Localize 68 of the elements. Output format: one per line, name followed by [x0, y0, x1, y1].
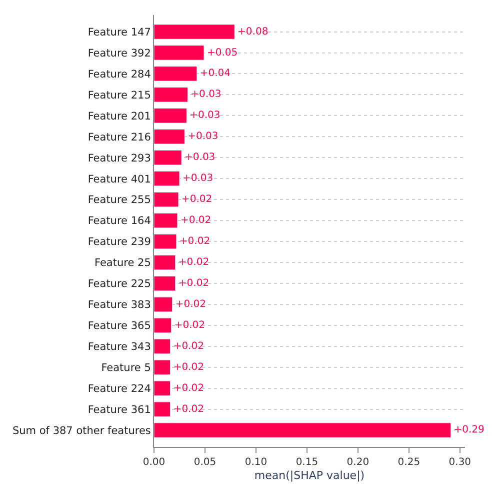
y-tick-label: Feature 293: [88, 152, 151, 164]
data-label: +0.02: [173, 362, 204, 373]
bar: [154, 360, 171, 375]
data-label: +0.02: [178, 278, 210, 289]
x-axis-title: mean(|SHAP value|): [254, 469, 365, 482]
x-tick-label: 0.25: [398, 457, 420, 468]
data-label: +0.02: [179, 236, 210, 247]
data-label: +0.05: [206, 47, 238, 58]
x-tick-label: 0.15: [296, 457, 318, 468]
y-tick-label: Feature 239: [88, 236, 151, 248]
y-tick-label: Feature 343: [88, 341, 151, 354]
bar: [154, 254, 176, 270]
bar: [154, 276, 176, 292]
data-label: +0.03: [182, 173, 214, 184]
bar: [154, 129, 185, 144]
y-tick-label: Feature 383: [88, 299, 151, 312]
bar: [154, 192, 179, 208]
x-tick-label: 0.30: [448, 457, 472, 468]
bar: [154, 402, 171, 417]
bar: [154, 170, 180, 186]
data-label: +0.08: [238, 26, 268, 38]
bar: [154, 45, 204, 60]
y-tick-label: Feature 401: [88, 173, 151, 186]
data-label: +0.04: [200, 68, 230, 80]
y-tick-label: Feature 365: [88, 320, 151, 332]
y-tick-label: Feature 201: [88, 110, 151, 122]
data-label: +0.29: [454, 424, 484, 436]
data-label: +0.03: [190, 89, 222, 100]
bar: [154, 296, 173, 312]
data-label: +0.02: [181, 194, 212, 206]
y-tick-label: Feature 5: [101, 362, 151, 374]
data-label: +0.03: [184, 152, 216, 164]
data-label: +0.02: [178, 256, 210, 268]
bar: [154, 24, 235, 40]
data-label: +0.03: [190, 110, 220, 122]
data-label: +0.02: [180, 215, 212, 226]
x-tick-label: 0.00: [142, 457, 166, 468]
x-tick-label: 0.20: [346, 457, 370, 468]
bar: [154, 422, 451, 438]
y-tick-label: Feature 392: [88, 47, 151, 60]
bar: [154, 234, 177, 250]
data-label: +0.02: [175, 298, 206, 310]
x-tick-label: 0.05: [194, 457, 216, 468]
data-label: +0.02: [173, 404, 204, 415]
x-tick-label: 0.10: [244, 457, 268, 468]
y-tick-label: Sum of 387 other features: [12, 424, 151, 437]
bar: [154, 338, 171, 354]
bar: [154, 380, 171, 396]
data-label: +0.03: [188, 131, 218, 142]
y-tick-label: Feature 216: [88, 131, 152, 144]
data-label: +0.02: [173, 382, 204, 394]
data-label: +0.02: [174, 320, 205, 331]
bar: [154, 212, 178, 228]
bar: [154, 108, 187, 124]
y-tick-label: Feature 215: [88, 89, 151, 102]
bar: [154, 150, 182, 166]
y-tick-label: Feature 284: [88, 68, 152, 80]
bar: [154, 318, 172, 333]
y-tick-label: Feature 164: [88, 215, 152, 228]
y-tick-label: Feature 361: [88, 404, 151, 416]
y-tick-label: Feature 225: [88, 278, 151, 290]
y-tick-label: Feature 147: [88, 26, 151, 38]
data-label: +0.02: [173, 340, 204, 352]
y-tick-label: Feature 255: [88, 194, 151, 206]
bar: [154, 87, 188, 102]
y-tick-label: Feature 224: [88, 382, 152, 395]
y-tick-label: Feature 25: [94, 257, 151, 270]
bar: [154, 66, 198, 82]
